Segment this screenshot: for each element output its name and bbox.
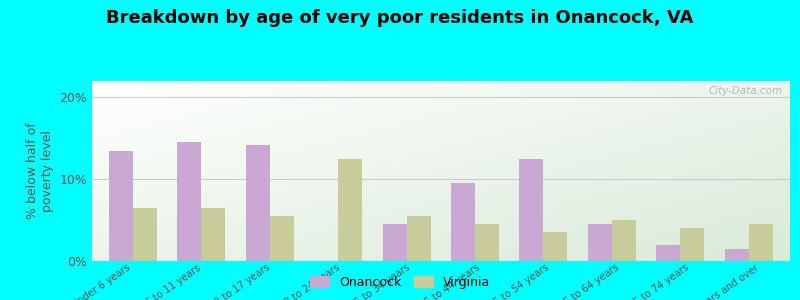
Bar	[270, 216, 294, 261]
Text: 18 to 24 years: 18 to 24 years	[278, 262, 342, 300]
Legend: Onancock, Virginia: Onancock, Virginia	[306, 271, 494, 294]
Text: 75 years and over: 75 years and over	[682, 262, 761, 300]
Bar	[725, 249, 749, 261]
Bar	[475, 224, 499, 261]
Bar	[338, 159, 362, 261]
Bar	[680, 228, 704, 261]
Bar	[178, 142, 202, 261]
Text: 55 to 64 years: 55 to 64 years	[558, 262, 621, 300]
Bar	[406, 216, 430, 261]
Text: City-Data.com: City-Data.com	[709, 86, 782, 96]
Bar	[588, 224, 612, 261]
Bar	[656, 244, 680, 261]
Bar	[202, 208, 226, 261]
Text: 25 to 34 years: 25 to 34 years	[348, 262, 412, 300]
Y-axis label: % below half of
poverty level: % below half of poverty level	[26, 123, 54, 219]
Bar	[382, 224, 406, 261]
Bar	[543, 232, 567, 261]
Text: Under 6 years: Under 6 years	[70, 262, 133, 300]
Text: 6 to 11 years: 6 to 11 years	[144, 262, 202, 300]
Bar	[519, 159, 543, 261]
Bar	[246, 145, 270, 261]
Bar	[133, 208, 157, 261]
Bar	[109, 151, 133, 261]
Bar	[451, 183, 475, 261]
Text: 35 to 44 years: 35 to 44 years	[418, 262, 482, 300]
Text: 65 to 74 years: 65 to 74 years	[627, 262, 690, 300]
Text: 12 to 17 years: 12 to 17 years	[209, 262, 272, 300]
Bar	[612, 220, 636, 261]
Text: 45 to 54 years: 45 to 54 years	[487, 262, 551, 300]
Text: Breakdown by age of very poor residents in Onancock, VA: Breakdown by age of very poor residents …	[106, 9, 694, 27]
Bar	[749, 224, 773, 261]
